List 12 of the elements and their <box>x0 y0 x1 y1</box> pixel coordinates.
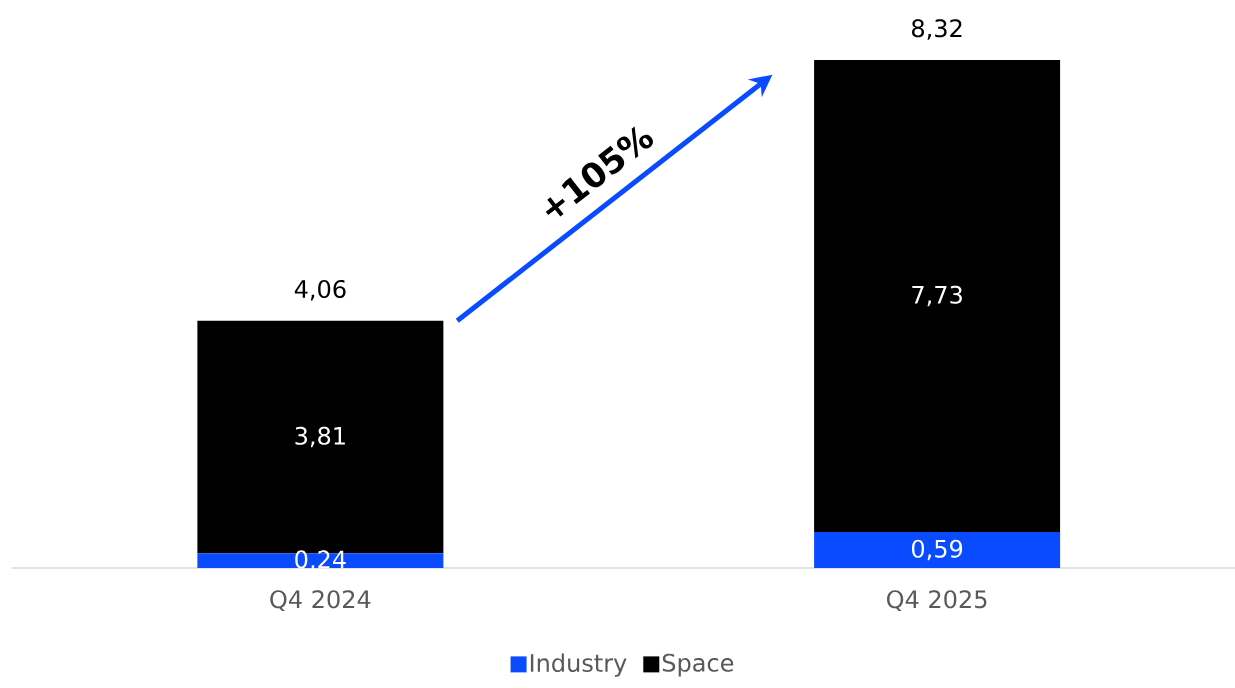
x-tick-label: Q4 2025 <box>887 590 987 612</box>
bar <box>814 59 1061 532</box>
data-label: 0,59 <box>911 539 963 561</box>
bar <box>814 531 1061 568</box>
data-label: 0,24 <box>295 550 346 571</box>
total-label: 8,32 <box>912 19 962 40</box>
data-label: 3,81 <box>295 426 345 448</box>
data-label: 7,73 <box>912 285 962 307</box>
legend-label: Industry <box>530 653 627 677</box>
total-label: 4,06 <box>294 279 346 301</box>
x-tick-label: Q4 2024 <box>270 590 371 612</box>
legend-label: Space <box>662 653 734 677</box>
